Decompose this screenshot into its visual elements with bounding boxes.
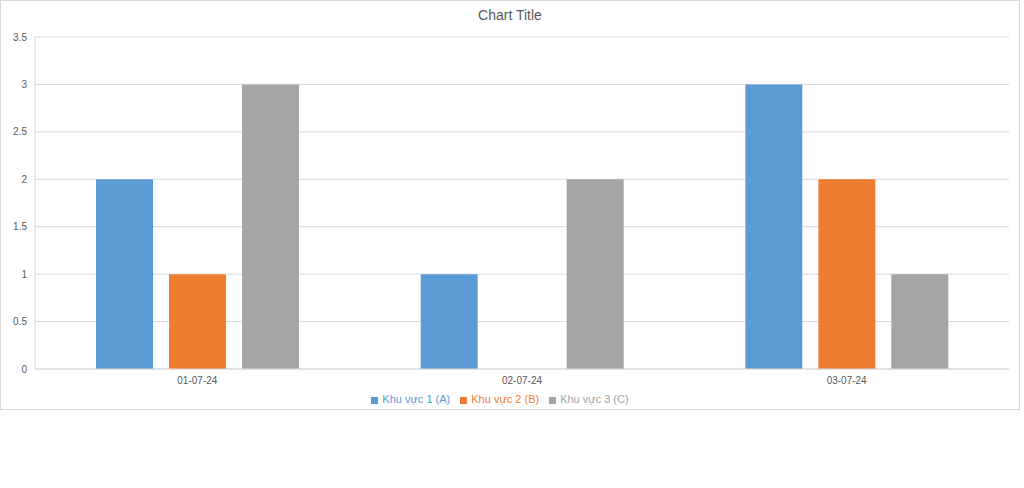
svg-text:3: 3 <box>21 79 27 90</box>
svg-text:1: 1 <box>21 269 27 280</box>
svg-text:2.5: 2.5 <box>13 126 27 137</box>
html-text:Khu vực 3 (C): Khu vực 3 (C) <box>560 393 629 405</box>
svg-text:01-07-24: 01-07-24 <box>177 375 217 386</box>
html-text:Chart Title: Chart Title <box>478 7 542 23</box>
svg-text:02-07-24: 02-07-24 <box>502 375 542 386</box>
html-text:Khu vực 2 (B): Khu vực 2 (B) <box>471 393 540 405</box>
svg-text:0.5: 0.5 <box>13 316 27 327</box>
svg-text:1.5: 1.5 <box>13 221 27 232</box>
svg-text:2: 2 <box>21 174 27 185</box>
svg-text:3.5: 3.5 <box>13 32 27 43</box>
svg-text:0: 0 <box>21 364 27 375</box>
svg-text:03-07-24: 03-07-24 <box>827 375 867 386</box>
html-text:Khu vực 1 (A): Khu vực 1 (A) <box>382 393 451 405</box>
